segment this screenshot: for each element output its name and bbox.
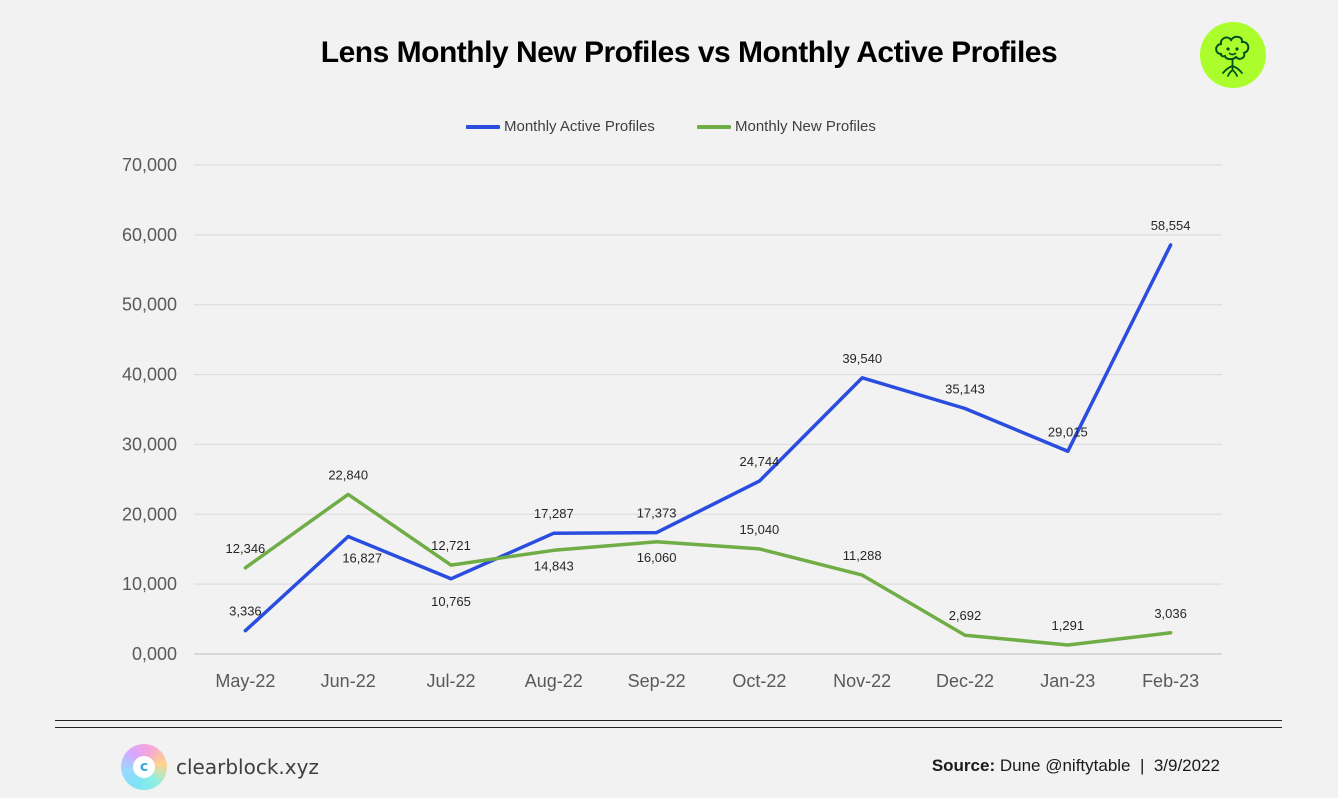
footer-brand: c clearblock.xyz — [121, 744, 319, 790]
x-tick-label: Jun-22 — [321, 671, 376, 691]
x-tick-label: Feb-23 — [1142, 671, 1199, 691]
y-tick-label: 70,000 — [122, 155, 177, 175]
data-label-active: 3,336 — [229, 604, 262, 619]
data-label-active: 29,015 — [1048, 424, 1088, 439]
y-tick-label: 0,000 — [132, 644, 177, 664]
legend-swatch-new — [697, 124, 731, 129]
y-tick-label: 60,000 — [122, 225, 177, 245]
chart-title: Lens Monthly New Profiles vs Monthly Act… — [320, 36, 1058, 69]
y-tick-label: 30,000 — [122, 434, 177, 454]
legend-swatch-active — [466, 124, 500, 129]
data-label-active: 16,827 — [342, 550, 382, 565]
clearblock-logo-icon: c — [121, 744, 167, 790]
x-tick-label: Jan-23 — [1040, 671, 1095, 691]
lens-tree-logo-icon — [1200, 22, 1266, 88]
data-label-active: 24,744 — [740, 454, 780, 469]
data-label-new: 1,291 — [1052, 618, 1085, 633]
y-tick-label: 10,000 — [122, 574, 177, 594]
data-label-active: 35,143 — [945, 382, 985, 397]
legend-item-active-profiles: Monthly Active Profiles — [466, 118, 655, 135]
data-label-new: 22,840 — [328, 467, 368, 482]
x-tick-label: Jul-22 — [426, 671, 475, 691]
clearblock-logo-letter: c — [133, 756, 155, 778]
brand-name: clearblock.xyz — [176, 755, 319, 779]
data-label-active: 17,287 — [534, 506, 574, 521]
data-label-new: 16,060 — [637, 550, 677, 565]
data-label-active: 39,540 — [842, 351, 882, 366]
data-label-new: 11,288 — [843, 548, 882, 563]
series-line-active-profiles — [243, 243, 1173, 633]
x-tick-label: Dec-22 — [936, 671, 994, 691]
data-label-new: 12,346 — [226, 541, 266, 556]
source-credit: Source: Dune @niftytable | 3/9/2022 — [932, 756, 1220, 776]
y-tick-label: 40,000 — [122, 365, 177, 385]
x-tick-label: Oct-22 — [732, 671, 786, 691]
y-tick-label: 20,000 — [122, 504, 177, 524]
legend-label-active: Monthly Active Profiles — [504, 118, 655, 135]
y-tick-label: 50,000 — [122, 295, 177, 315]
x-tick-label: May-22 — [215, 671, 275, 691]
data-label-active: 10,765 — [431, 594, 471, 609]
legend-label-new: Monthly New Profiles — [735, 118, 876, 135]
source-text: Dune @niftytable | 3/9/2022 — [995, 756, 1220, 775]
series-line-new-profiles — [243, 492, 1173, 647]
data-label-new: 15,040 — [740, 522, 780, 537]
chart-legend: Monthly Active Profiles Monthly New Prof… — [0, 118, 1338, 138]
data-label-active: 58,554 — [1151, 218, 1191, 233]
footer-divider-top — [55, 720, 1282, 721]
footer-divider-bottom — [55, 727, 1282, 728]
legend-item-new-profiles: Monthly New Profiles — [697, 118, 876, 135]
data-label-new: 2,692 — [949, 608, 982, 623]
x-tick-label: Nov-22 — [833, 671, 891, 691]
x-tick-label: Aug-22 — [525, 671, 583, 691]
source-label: Source: — [931, 756, 996, 775]
data-label-new: 3,036 — [1154, 606, 1187, 621]
line-chart: 0,000 10,000 20,000 30,000 40,000 50,000 60,00… — [122, 155, 1222, 691]
data-label-new: 12,721 — [431, 538, 471, 553]
data-label-new: 14,843 — [534, 558, 574, 573]
x-tick-label: Sep-22 — [628, 671, 686, 691]
data-label-active: 17,373 — [637, 506, 677, 521]
